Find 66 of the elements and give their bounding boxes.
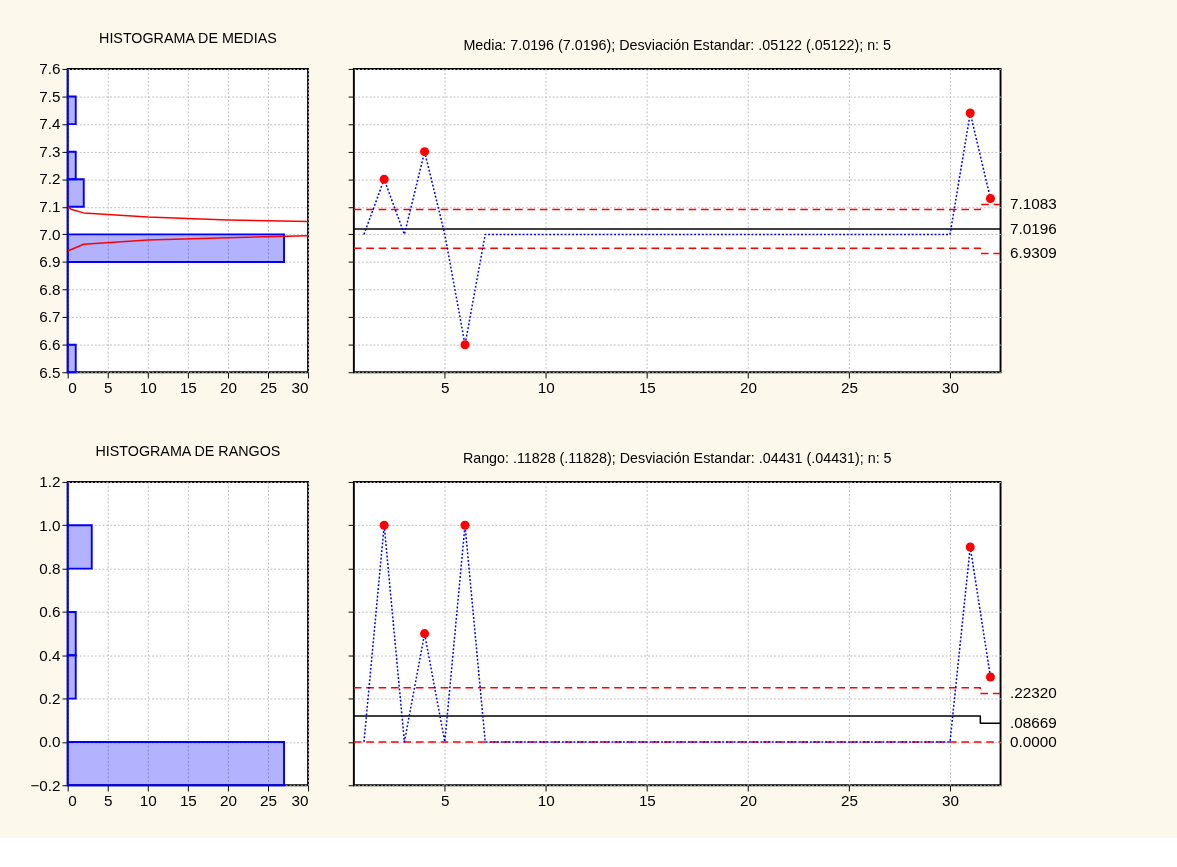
x-tick-label: 20 [739,378,757,396]
y-tick-label: 7.4 [39,115,62,133]
data-label: .08669 [1010,713,1057,731]
chart-title: HISTOGRAMA DE MEDIAS [99,30,277,47]
x-tick-label: 10 [537,791,555,809]
y-tick-label: 0.2 [39,689,61,707]
x-tick-label: 0 [68,791,77,809]
point [420,629,430,639]
y-tick-label: 6.6 [39,335,61,353]
x-tick-label: 5 [104,791,113,809]
x-tick-label: 0 [68,378,77,396]
x-tick-label: 10 [139,791,157,809]
y-tick-label: 6.5 [39,363,61,381]
data-label: 6.9309 [1010,244,1057,262]
x-tick-label: 15 [179,791,197,809]
y-tick-label: 7.0 [39,225,61,243]
y-tick-label: 7.1 [39,198,61,216]
y-tick-label: 0.4 [39,646,62,664]
y-tick-label: 0.0 [39,733,61,751]
x-tick-label: 20 [739,791,757,809]
x-tick-label: 30 [291,378,309,396]
x-tick-label: 30 [942,791,959,809]
data-label: .22320 [1010,684,1057,702]
y-tick-label: 7.5 [39,87,61,105]
x-tick-label: 5 [441,378,450,396]
x-tick-label: 20 [219,791,237,809]
x-tick-label: 15 [179,378,197,396]
point [985,194,995,204]
point [420,147,430,157]
point [460,340,470,350]
y-tick-label: 6.7 [39,308,61,326]
data-label: 7.0196 [1010,219,1057,237]
x-tick-label: 5 [104,378,113,396]
point [379,174,389,184]
y-tick-label: −0.2 [30,776,61,794]
point [965,108,975,118]
point [965,542,975,552]
point [460,520,470,530]
x-tick-label: 25 [260,378,277,396]
y-tick-label: 7.3 [39,142,61,160]
x-tick-label: 25 [260,791,277,809]
y-tick-label: 0.6 [39,603,61,621]
x-tick-label: 15 [638,378,656,396]
y-tick-label: 6.8 [39,280,61,298]
data-label: 7.1083 [1010,195,1057,213]
chart-title: Rango: .11828 (.11828); Desviación Estandar: .04431 (.04431); n: 5 [462,450,892,467]
data-label: 0.0000 [1010,732,1057,750]
y-tick-label: 6.9 [39,253,61,271]
y-tick-label: 1.0 [39,516,61,534]
x-tick-label: 30 [291,791,309,809]
point [379,520,389,530]
y-tick-label: 1.2 [39,473,61,491]
y-tick-label: 0.8 [39,559,61,577]
chart-title: HISTOGRAMA DE RANGOS [95,443,281,460]
x-tick-label: 15 [638,791,656,809]
x-tick-label: 5 [441,791,450,809]
x-tick-label: 10 [139,378,157,396]
x-tick-label: 20 [219,378,237,396]
x-tick-label: 10 [537,378,555,396]
x-tick-label: 25 [840,791,858,809]
x-tick-label: 30 [942,378,959,396]
x-tick-label: 25 [840,378,858,396]
y-tick-label: 7.2 [39,170,61,188]
y-tick-label: 7.6 [39,60,61,78]
chart-title: Media: 7.0196 (7.0196); Desviación Estandar: .05122 (.05122); n: 5 [463,37,892,54]
point [985,672,995,682]
